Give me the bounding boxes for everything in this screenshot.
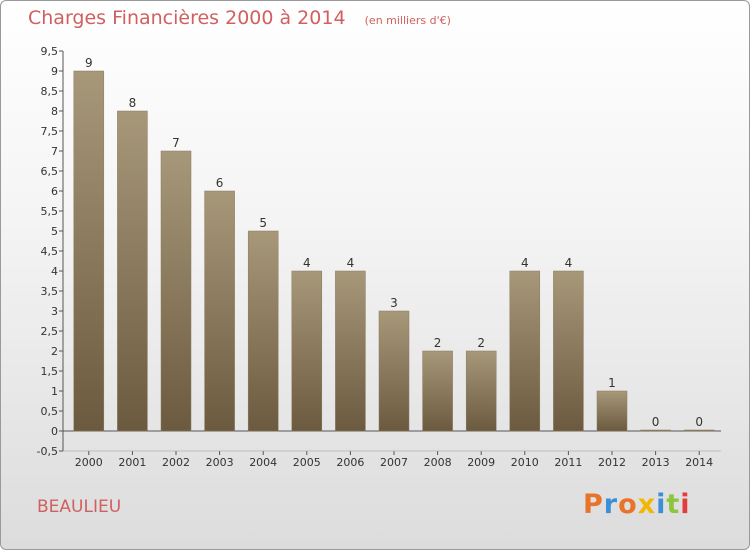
x-tick-label-2013: 2013 <box>642 456 670 469</box>
logo-letter: r <box>603 489 619 520</box>
x-tick-label-2010: 2010 <box>511 456 539 469</box>
x-tick-label-2004: 2004 <box>249 456 277 469</box>
proxiti-logo[interactable]: Proxiti <box>583 489 691 520</box>
y-tick-label: 6,5 <box>41 165 59 178</box>
value-label-2014: 0 <box>695 415 703 429</box>
y-tick-label: 5,5 <box>41 205 59 218</box>
bar-2001[interactable] <box>117 110 148 432</box>
y-tick-label: 1,5 <box>41 365 59 378</box>
x-tick-label-2003: 2003 <box>206 456 234 469</box>
logo-letter: t <box>666 489 681 520</box>
value-label-2009: 2 <box>477 336 485 350</box>
bars <box>73 70 715 432</box>
y-tick-label: 3 <box>51 305 58 318</box>
x-tick-label-2009: 2009 <box>467 456 495 469</box>
chart-unit-label: (en milliers d'€) <box>364 14 451 27</box>
x-tick-label-2005: 2005 <box>293 456 321 469</box>
value-label-2002: 7 <box>172 136 180 150</box>
x-tick-label-2007: 2007 <box>380 456 408 469</box>
x-tick-label-2014: 2014 <box>685 456 713 469</box>
y-tick-label: -0,5 <box>37 445 58 458</box>
value-label-2013: 0 <box>652 415 660 429</box>
value-label-2012: 1 <box>608 376 616 390</box>
bar-2002[interactable] <box>160 150 192 432</box>
y-tick-label: 7 <box>51 145 58 158</box>
y-tick-label: 8 <box>51 105 58 118</box>
logo-letter: P <box>583 489 604 520</box>
y-tick-label: 2,5 <box>41 325 59 338</box>
value-label-2006: 4 <box>347 256 355 270</box>
logo-letter: i <box>680 489 691 520</box>
bar-2003[interactable] <box>204 190 235 432</box>
value-label-2005: 4 <box>303 256 311 270</box>
value-label-2008: 2 <box>434 336 442 350</box>
y-tick-label: 4,5 <box>41 245 59 258</box>
y-tick-label: 1 <box>51 385 58 398</box>
y-tick-label: 8,5 <box>41 85 59 98</box>
x-tick-label-2006: 2006 <box>336 456 364 469</box>
bar-2005[interactable] <box>291 270 323 432</box>
bar-2008[interactable] <box>422 350 453 432</box>
value-label-2004: 5 <box>259 216 267 230</box>
value-label-2011: 4 <box>565 256 573 270</box>
x-tick-label-2011: 2011 <box>554 456 582 469</box>
y-tick-label: 0,5 <box>41 405 59 418</box>
value-label-2001: 8 <box>129 96 137 110</box>
value-label-2010: 4 <box>521 256 529 270</box>
bar-2011[interactable] <box>553 270 584 432</box>
bar-2014[interactable] <box>683 429 715 432</box>
y-tick-label: 9,5 <box>41 45 59 58</box>
bar-2000[interactable] <box>73 70 105 432</box>
x-tick-label-2000: 2000 <box>75 456 103 469</box>
x-tick-label-2001: 2001 <box>118 456 146 469</box>
title-row: Charges Financières 2000 à 2014 (en mill… <box>28 7 451 29</box>
value-label-2000: 9 <box>85 56 93 70</box>
y-tick-label: 4 <box>51 265 58 278</box>
logo-letter: i <box>656 489 667 520</box>
bar-2012[interactable] <box>596 390 628 432</box>
value-label-2007: 3 <box>390 296 398 310</box>
x-tick-label-2002: 2002 <box>162 456 190 469</box>
bar-2009[interactable] <box>465 350 497 432</box>
y-tick-label: 7,5 <box>41 125 59 138</box>
chart-title: Charges Financières 2000 à 2014 <box>28 7 346 29</box>
bar-2004[interactable] <box>247 230 279 432</box>
bar-2006[interactable] <box>335 270 366 432</box>
logo-letter: o <box>618 489 638 520</box>
value-labels: 9 8 7 6 5 4 4 3 2 2 4 4 1 0 0 <box>85 56 703 429</box>
y-tick-label: 2 <box>51 345 58 358</box>
y-tick-label: 5 <box>51 225 58 238</box>
city-name: BEAULIEU <box>37 497 122 517</box>
y-tick-label: 0 <box>51 425 58 438</box>
y-tick-label: 3,5 <box>41 285 59 298</box>
x-tick-label-2012: 2012 <box>598 456 626 469</box>
bar-2010[interactable] <box>509 270 541 432</box>
bar-2013[interactable] <box>640 429 671 432</box>
x-tick-label-2008: 2008 <box>424 456 452 469</box>
y-tick-label: 9 <box>51 65 58 78</box>
bar-2007[interactable] <box>378 310 410 432</box>
value-label-2003: 6 <box>216 176 224 190</box>
y-tick-label: 6 <box>51 185 58 198</box>
logo-letter: x <box>637 489 657 520</box>
